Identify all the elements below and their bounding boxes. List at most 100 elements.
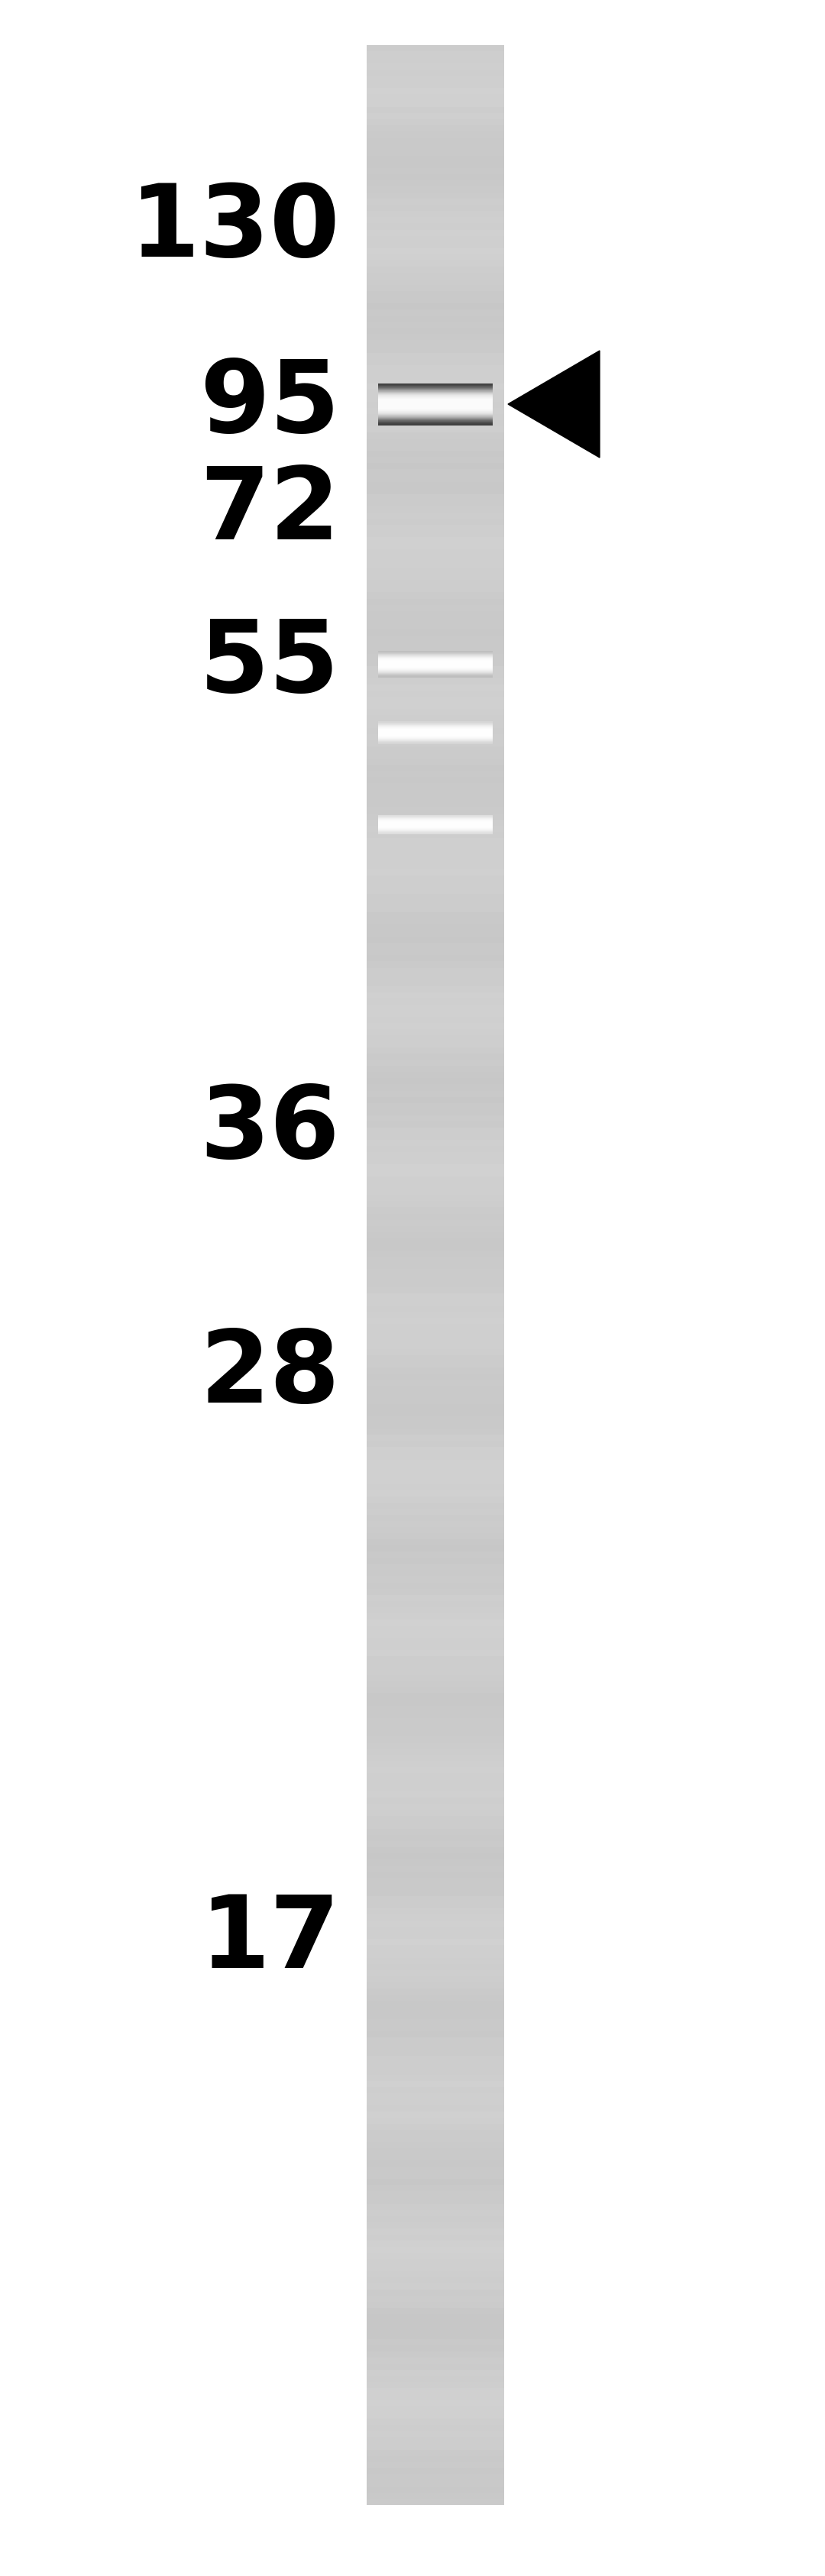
Bar (366, 569, 504, 574)
Bar (378, 822, 493, 829)
Bar (378, 386, 493, 422)
Bar (366, 925, 504, 930)
Bar (366, 1350, 504, 1355)
Bar (366, 562, 504, 569)
Bar (366, 46, 504, 52)
Bar (366, 974, 504, 981)
Bar (366, 2087, 504, 2094)
Bar (378, 822, 493, 827)
Bar (366, 2032, 504, 2038)
Bar (366, 690, 504, 698)
Bar (366, 556, 504, 562)
Bar (366, 482, 504, 489)
Bar (378, 729, 493, 737)
Bar (366, 1571, 504, 1577)
Bar (366, 987, 504, 992)
Bar (366, 1595, 504, 1602)
Text: 72: 72 (200, 464, 340, 559)
Bar (366, 1443, 504, 1448)
Bar (378, 724, 493, 742)
Bar (366, 2166, 504, 2174)
Bar (378, 819, 493, 829)
Bar (366, 783, 504, 791)
Bar (366, 2437, 504, 2445)
Bar (366, 832, 504, 840)
Bar (366, 1607, 504, 1613)
Bar (366, 2233, 504, 2241)
Bar (378, 662, 493, 667)
Bar (366, 1891, 504, 1896)
Bar (378, 392, 493, 417)
Bar (378, 662, 493, 667)
Bar (366, 2388, 504, 2393)
Bar (366, 1306, 504, 1311)
Bar (366, 580, 504, 587)
Bar (366, 526, 504, 531)
Bar (366, 778, 504, 783)
Bar (366, 1466, 504, 1471)
Bar (366, 2473, 504, 2481)
Bar (366, 938, 504, 943)
Bar (366, 2148, 504, 2154)
Bar (366, 340, 504, 348)
Bar (366, 469, 504, 477)
Bar (378, 822, 493, 827)
Bar (366, 969, 504, 974)
Bar (366, 2246, 504, 2254)
Bar (366, 162, 504, 170)
Bar (366, 2210, 504, 2215)
Bar (366, 1741, 504, 1749)
Bar (378, 399, 493, 412)
Bar (366, 100, 504, 108)
Bar (366, 1878, 504, 1883)
Bar (366, 1231, 504, 1239)
Bar (366, 180, 504, 188)
Bar (366, 1860, 504, 1865)
Bar (378, 397, 493, 412)
Bar (366, 667, 504, 672)
Bar (366, 1674, 504, 1682)
Bar (378, 817, 493, 832)
Bar (366, 198, 504, 206)
Bar (378, 386, 493, 422)
Bar (378, 726, 493, 742)
Bar (366, 1005, 504, 1010)
Bar (378, 386, 493, 422)
Bar (366, 659, 504, 667)
Bar (378, 384, 493, 425)
Bar (366, 1368, 504, 1373)
Bar (366, 304, 504, 309)
Bar (366, 827, 504, 832)
Bar (366, 335, 504, 340)
Bar (366, 930, 504, 938)
Bar (366, 1252, 504, 1257)
Bar (366, 2025, 504, 2032)
Bar (366, 1625, 504, 1633)
Bar (378, 814, 493, 835)
Bar (378, 724, 493, 742)
Bar (366, 1834, 504, 1842)
Bar (366, 433, 504, 440)
Bar (378, 822, 493, 827)
Bar (378, 654, 493, 672)
Bar (366, 1533, 504, 1540)
Bar (366, 1589, 504, 1595)
Bar (366, 2264, 504, 2272)
Bar (366, 1643, 504, 1651)
Bar (366, 1989, 504, 1994)
Bar (366, 1546, 504, 1553)
Bar (378, 724, 493, 742)
Bar (366, 1386, 504, 1391)
Bar (378, 819, 493, 832)
Bar (366, 268, 504, 273)
Bar (366, 2215, 504, 2223)
Bar (366, 2184, 504, 2192)
Bar (366, 1054, 504, 1061)
Bar (366, 348, 504, 353)
Bar (378, 726, 493, 742)
Bar (366, 193, 504, 198)
Bar (366, 440, 504, 446)
Bar (378, 399, 493, 410)
Bar (366, 513, 504, 520)
Bar (378, 724, 493, 742)
